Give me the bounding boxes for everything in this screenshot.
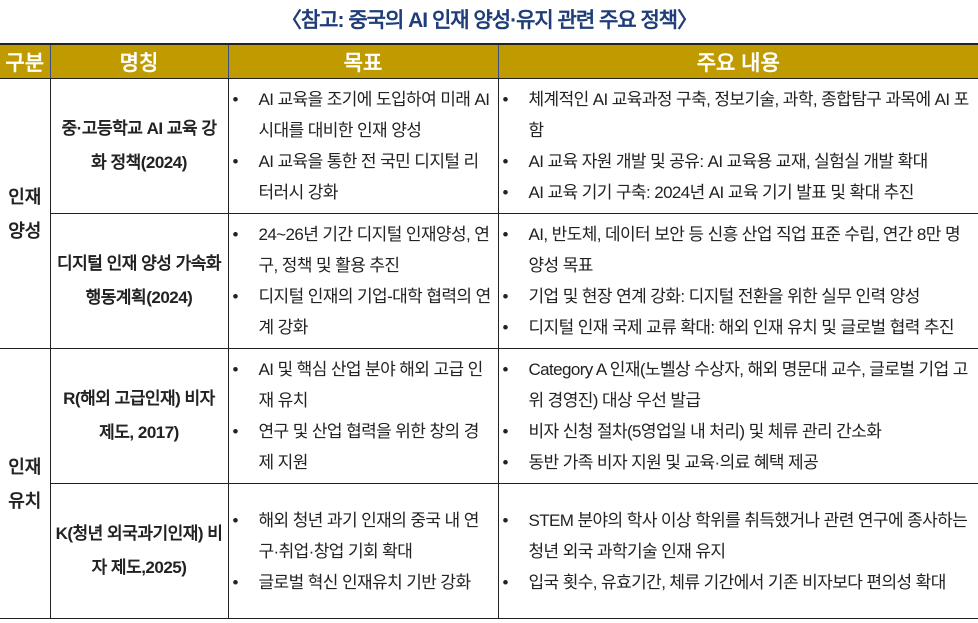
content-list: • STEM 분야의 학사 이상 학위를 취득했거나 관련 연구에 종사하는 청년…: [499, 505, 978, 598]
bullet-icon: •: [502, 90, 509, 109]
goal-cell: • 24~26년 기간 디지털 인재양성, 연구, 정책 및 활용 추진 • 디지털 …: [227, 213, 499, 349]
goal-text: 디지털 인재의 기업-대학 협력의 연계 강화: [258, 287, 492, 337]
goal-list: • 해외 청년 과기 인재의 중국 내 연구·취업·창업 기회 확대 • 글로벌 혁신…: [229, 505, 498, 598]
bullet-icon: •: [502, 183, 509, 202]
goal-item: • 해외 청년 과기 인재의 중국 내 연구·취업·창업 기회 확대: [229, 505, 498, 567]
bullet-icon: •: [502, 572, 509, 592]
content-cell: • AI, 반도체, 데이터 보안 등 신흥 산업 직업 표준 수립, 연간 8만…: [497, 213, 978, 349]
table-row: 인재 양성 중·고등학교 AI 교육 강화 정책(2024) • AI 교육을 조기에 …: [0, 78, 978, 349]
content-item: • AI 교육 자원 개발 및 공유: AI 교육용 교재, 실험실 개발 확대: [499, 146, 978, 177]
content-text: Category A 인재(노벨상 수상자, 해외 명문대 교수, 글로벌 기업…: [528, 360, 969, 410]
content-text: AI 교육 기기 구축: 2024년 AI 교육 기기 발표 및 확대 추진: [528, 183, 915, 202]
goal-text: 해외 청년 과기 인재의 중국 내 연구·취업·창업 기회 확대: [258, 510, 480, 561]
page-title: 〈참고: 중국의 AI 인재 양성·유지 관련 주요 정책〉: [280, 9, 698, 32]
content-text: AI 교육 자원 개발 및 공유: AI 교육용 교재, 실험실 개발 확대: [528, 152, 929, 171]
content-item: • 입국 횟수, 유효기간, 체류 기간에서 기존 비자보다 편의성 확대: [499, 567, 978, 598]
content-text: STEM 분야의 학사 이상 학위를 취득했거나 관련 연구에 종사하는 청년 …: [528, 510, 968, 561]
goal-text: AI 교육을 통한 전 국민 디지털 리터러시 강화: [258, 152, 480, 202]
bullet-icon: •: [502, 510, 509, 530]
policy-name-cell: K(청년 외국과기인재) 비자 제도,2025): [49, 483, 229, 619]
content-list: • 체계적인 AI 교육과정 구축, 정보기술, 과학, 종합탐구 과목에 AI …: [499, 84, 978, 208]
bullet-icon: •: [232, 572, 239, 592]
table-row: 디지털 인재 양성 가속화 행동계획(2024) • 24~26년 기간 디지털 인…: [0, 213, 978, 349]
category-cell: 인재 유치: [0, 348, 51, 619]
content-text: AI, 반도체, 데이터 보안 등 신흥 산업 직업 표준 수립, 연간 8만 …: [528, 225, 961, 275]
content-item: • 동반 가족 비자 지원 및 교육·의료 혜택 제공: [499, 447, 978, 478]
goal-text: AI 및 핵심 산업 분야 해외 고급 인재 유치: [258, 360, 484, 410]
goal-item: • 연구 및 산업 협력을 위한 창의 경제 지원: [229, 416, 498, 478]
category-cell: 인재 양성: [0, 78, 51, 349]
table-row: 인재 유치 R(해외 고급인재) 비자 제도, 2017) • AI 및 핵심 산업 분…: [0, 348, 978, 619]
policy-table: 구분 명칭 목표 주요 내용 인재 양성 중·고등학교 AI 교육 강화 정책(20…: [0, 43, 978, 619]
header-name: 명칭: [49, 43, 228, 79]
content-text: 동반 가족 비자 지원 및 교육·의료 혜택 제공: [528, 453, 819, 472]
content-item: • 체계적인 AI 교육과정 구축, 정보기술, 과학, 종합탐구 과목에 AI …: [499, 84, 978, 146]
content-text: 입국 횟수, 유효기간, 체류 기간에서 기존 비자보다 편의성 확대: [528, 572, 947, 592]
bullet-icon: •: [502, 453, 509, 472]
header-category: 구분: [0, 43, 50, 79]
content-text: 체계적인 AI 교육과정 구축, 정보기술, 과학, 종합탐구 과목에 AI 포…: [528, 90, 970, 140]
goal-text: 연구 및 산업 협력을 위한 창의 경제 지원: [258, 422, 480, 472]
goal-item: • AI 교육을 통한 전 국민 디지털 리터러시 강화: [229, 146, 498, 208]
bullet-icon: •: [232, 287, 239, 306]
content-list: • Category A 인재(노벨상 수상자, 해외 명문대 교수, 글로벌 기…: [499, 354, 978, 478]
goal-item: • 24~26년 기간 디지털 인재양성, 연구, 정책 및 활용 추진: [229, 219, 498, 281]
content-list: • AI, 반도체, 데이터 보안 등 신흥 산업 직업 표준 수립, 연간 8만…: [499, 219, 978, 343]
bullet-icon: •: [232, 225, 239, 244]
goal-list: • AI 교육을 조기에 도입하여 미래 AI 시대를 대비한 인재 양성 • AI …: [229, 84, 498, 208]
bullet-icon: •: [232, 422, 239, 441]
bullet-icon: •: [502, 422, 509, 441]
bullet-icon: •: [502, 318, 509, 337]
content-cell: • Category A 인재(노벨상 수상자, 해외 명문대 교수, 글로벌 기…: [497, 348, 978, 484]
bullet-icon: •: [502, 225, 509, 244]
content-cell: • STEM 분야의 학사 이상 학위를 취득했거나 관련 연구에 종사하는 청년…: [497, 483, 978, 619]
content-item: • 디지털 인재 국제 교류 확대: 해외 인재 유치 및 글로벌 협력 추진: [499, 312, 978, 343]
goal-item: • AI 및 핵심 산업 분야 해외 고급 인재 유치: [229, 354, 498, 416]
goal-list: • AI 및 핵심 산업 분야 해외 고급 인재 유치 • 연구 및 산업 협력을 위…: [229, 354, 498, 478]
content-cell: • 체계적인 AI 교육과정 구축, 정보기술, 과학, 종합탐구 과목에 AI …: [497, 78, 978, 214]
content-item: • AI, 반도체, 데이터 보안 등 신흥 산업 직업 표준 수립, 연간 8만…: [499, 219, 978, 281]
goal-list: • 24~26년 기간 디지털 인재양성, 연구, 정책 및 활용 추진 • 디지털 …: [229, 219, 498, 343]
bullet-icon: •: [232, 152, 239, 171]
table-row: K(청년 외국과기인재) 비자 제도,2025) • 해외 청년 과기 인재의 중국…: [0, 483, 978, 619]
goal-cell: • 해외 청년 과기 인재의 중국 내 연구·취업·창업 기회 확대 • 글로벌 혁신…: [227, 483, 499, 619]
goal-text: 글로벌 혁신 인재유치 기반 강화: [258, 572, 472, 592]
content-item: • Category A 인재(노벨상 수상자, 해외 명문대 교수, 글로벌 기…: [499, 354, 978, 416]
goal-item: • 디지털 인재의 기업-대학 협력의 연계 강화: [229, 281, 498, 343]
bullet-icon: •: [502, 287, 509, 306]
bullet-icon: •: [502, 152, 509, 171]
policy-name-cell: 디지털 인재 양성 가속화 행동계획(2024): [49, 213, 229, 349]
content-item: • 기업 및 현장 연계 강화: 디지털 전환을 위한 실무 인력 양성: [499, 281, 978, 312]
bullet-icon: •: [232, 90, 239, 109]
goal-text: AI 교육을 조기에 도입하여 미래 AI 시대를 대비한 인재 양성: [258, 90, 490, 140]
header-goal: 목표: [227, 43, 498, 79]
content-item: • STEM 분야의 학사 이상 학위를 취득했거나 관련 연구에 종사하는 청년…: [499, 505, 978, 567]
policy-name-cell: 중·고등학교 AI 교육 강화 정책(2024): [49, 78, 229, 214]
content-text: 비자 신청 절차(5영업일 내 처리) 및 체류 관리 간소화: [528, 422, 882, 441]
goal-text: 24~26년 기간 디지털 인재양성, 연구, 정책 및 활용 추진: [258, 225, 490, 275]
header-content: 주요 내용: [497, 43, 978, 79]
goal-cell: • AI 및 핵심 산업 분야 해외 고급 인재 유치 • 연구 및 산업 협력을 위…: [227, 348, 499, 484]
bullet-icon: •: [502, 360, 509, 379]
content-text: 디지털 인재 국제 교류 확대: 해외 인재 유치 및 글로벌 협력 추진: [528, 318, 955, 337]
goal-cell: • AI 교육을 조기에 도입하여 미래 AI 시대를 대비한 인재 양성 • AI …: [227, 78, 499, 214]
policy-name-cell: R(해외 고급인재) 비자 제도, 2017): [49, 348, 229, 484]
bullet-icon: •: [232, 360, 239, 379]
goal-item: • AI 교육을 조기에 도입하여 미래 AI 시대를 대비한 인재 양성: [229, 84, 498, 146]
goal-item: • 글로벌 혁신 인재유치 기반 강화: [229, 567, 498, 598]
content-item: • 비자 신청 절차(5영업일 내 처리) 및 체류 관리 간소화: [499, 416, 978, 447]
bullet-icon: •: [232, 510, 239, 530]
content-item: • AI 교육 기기 구축: 2024년 AI 교육 기기 발표 및 확대 추진: [499, 177, 978, 208]
content-text: 기업 및 현장 연계 강화: 디지털 전환을 위한 실무 인력 양성: [528, 287, 921, 306]
table-header-row: 구분 명칭 목표 주요 내용: [0, 43, 978, 79]
